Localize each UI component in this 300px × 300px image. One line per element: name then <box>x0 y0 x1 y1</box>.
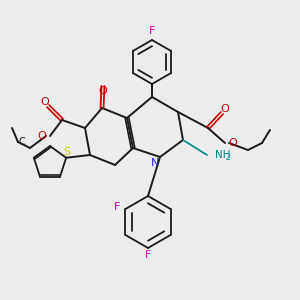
Text: F: F <box>114 202 121 212</box>
Text: F: F <box>149 26 155 36</box>
Text: O: O <box>38 131 46 141</box>
Text: O: O <box>229 138 237 148</box>
Text: S: S <box>64 147 71 157</box>
Text: F: F <box>145 250 151 260</box>
Text: C: C <box>19 137 26 147</box>
Text: O: O <box>220 104 230 114</box>
Text: 2: 2 <box>226 154 231 163</box>
Text: N: N <box>151 158 159 168</box>
Text: NH: NH <box>215 150 230 160</box>
Text: O: O <box>40 97 50 107</box>
Text: O: O <box>99 86 107 96</box>
